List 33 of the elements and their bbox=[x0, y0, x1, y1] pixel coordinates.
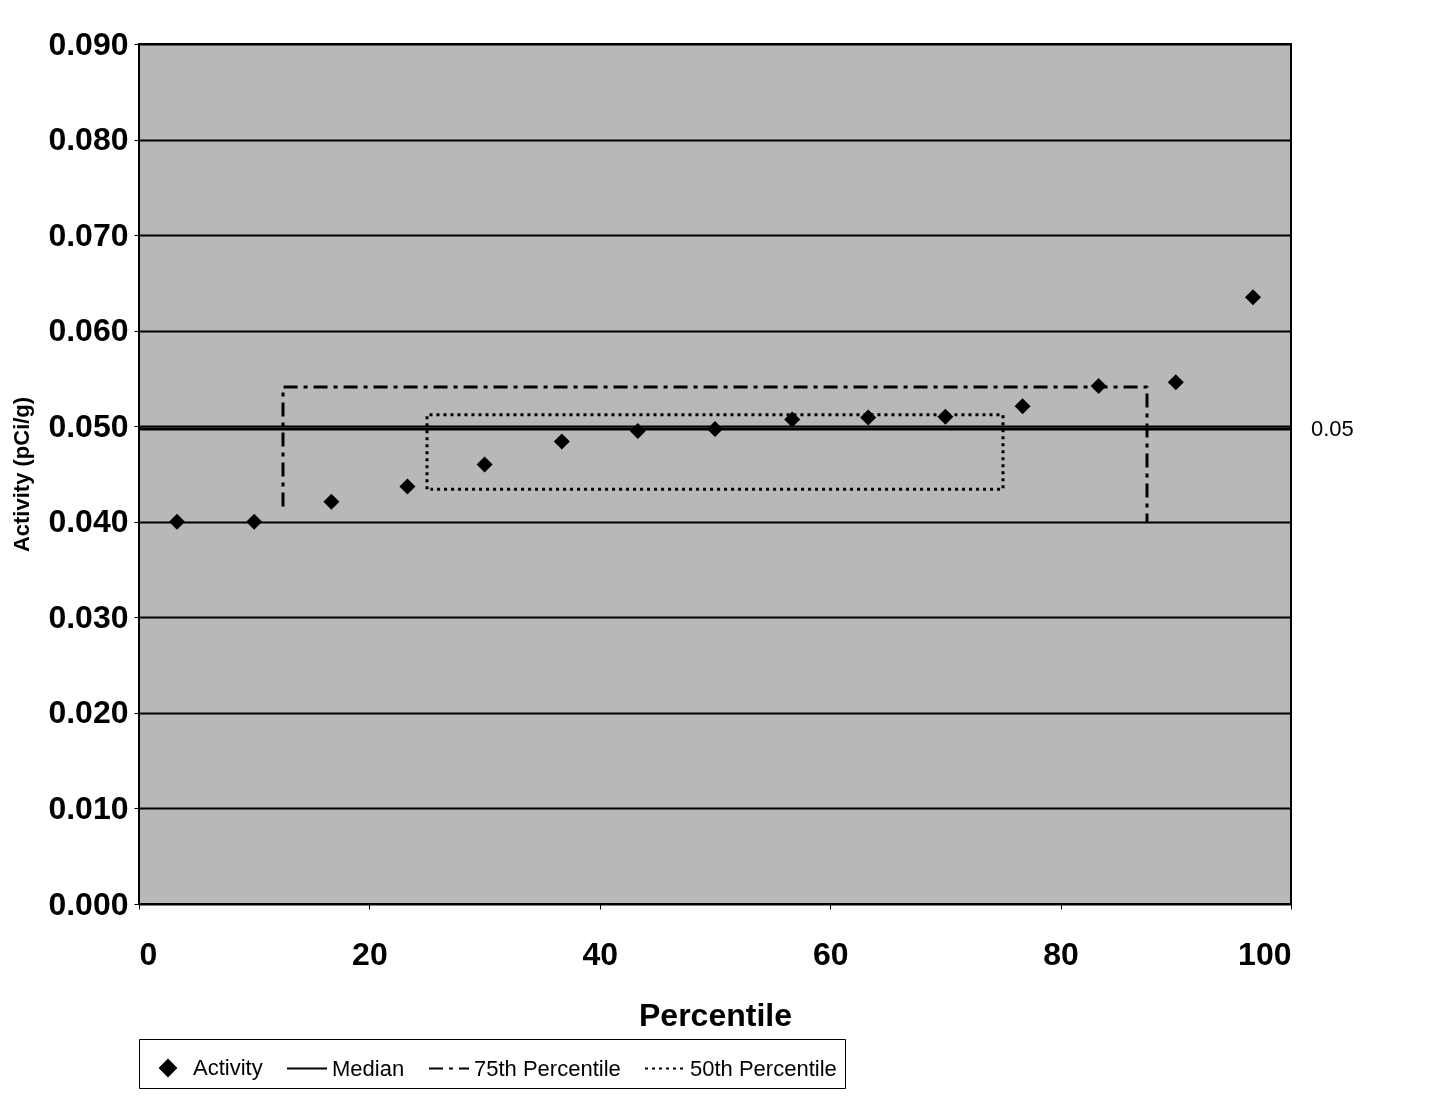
point bbox=[399, 478, 416, 495]
annotation: 0.05 bbox=[1311, 416, 1354, 442]
y-tick-label: 0.010 bbox=[48, 789, 129, 826]
y-tick-label: 0.060 bbox=[48, 312, 129, 349]
point bbox=[784, 411, 801, 428]
x-tick-label: 80 bbox=[1043, 935, 1079, 972]
legend-label: 75th Percentile bbox=[474, 1055, 621, 1081]
y-tick-label: 0.020 bbox=[48, 694, 129, 731]
legend-label: 50th Percentile bbox=[690, 1055, 837, 1081]
point bbox=[246, 513, 263, 530]
y-tick-label: 0.050 bbox=[48, 407, 129, 444]
point bbox=[169, 513, 186, 530]
y-tick-label: 0.030 bbox=[48, 598, 129, 635]
x-tick-label: 0 bbox=[139, 935, 158, 972]
x-tick-label: 100 bbox=[1238, 935, 1292, 972]
x-tick-label: 20 bbox=[352, 935, 388, 972]
y-tick-label: 0.080 bbox=[48, 121, 129, 158]
y-tick-label: 0.090 bbox=[48, 25, 129, 62]
x-axis-title: Percentile bbox=[639, 996, 792, 1033]
y-axis-title: Activity (pCi/g) bbox=[9, 396, 35, 553]
legend-label: Median bbox=[332, 1055, 405, 1081]
point bbox=[1244, 289, 1261, 306]
x-tick-label: 40 bbox=[582, 935, 619, 972]
point bbox=[1014, 398, 1031, 415]
y-tick-label: 0.040 bbox=[48, 503, 129, 540]
point bbox=[476, 456, 493, 473]
x-tick-label: 60 bbox=[812, 935, 849, 972]
point bbox=[323, 493, 340, 510]
point bbox=[1167, 374, 1184, 391]
y-tick-label: 0.000 bbox=[48, 885, 129, 922]
point bbox=[553, 433, 570, 450]
legend-label: Activity bbox=[193, 1055, 263, 1080]
y-tick-label: 0.070 bbox=[48, 216, 129, 253]
